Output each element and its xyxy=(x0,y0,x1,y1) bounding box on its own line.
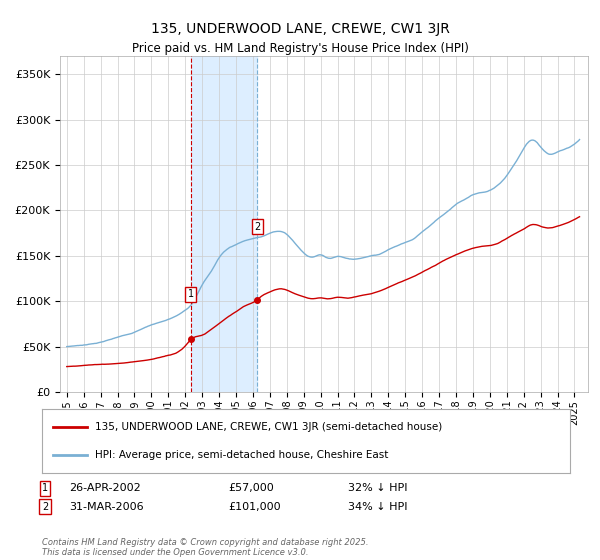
Text: Contains HM Land Registry data © Crown copyright and database right 2025.
This d: Contains HM Land Registry data © Crown c… xyxy=(42,538,368,557)
Text: 32% ↓ HPI: 32% ↓ HPI xyxy=(348,483,407,493)
Text: 135, UNDERWOOD LANE, CREWE, CW1 3JR: 135, UNDERWOOD LANE, CREWE, CW1 3JR xyxy=(151,22,449,36)
Text: £57,000: £57,000 xyxy=(228,483,274,493)
Text: 1: 1 xyxy=(188,290,194,300)
Text: 2: 2 xyxy=(254,222,260,232)
Text: 1: 1 xyxy=(42,483,48,493)
Text: 135, UNDERWOOD LANE, CREWE, CW1 3JR (semi-detached house): 135, UNDERWOOD LANE, CREWE, CW1 3JR (sem… xyxy=(95,422,442,432)
Text: 31-MAR-2006: 31-MAR-2006 xyxy=(69,502,143,512)
Text: £101,000: £101,000 xyxy=(228,502,281,512)
Text: Price paid vs. HM Land Registry's House Price Index (HPI): Price paid vs. HM Land Registry's House … xyxy=(131,42,469,55)
Text: HPI: Average price, semi-detached house, Cheshire East: HPI: Average price, semi-detached house,… xyxy=(95,450,388,460)
Text: 2: 2 xyxy=(42,502,48,512)
Bar xyxy=(191,56,257,392)
Text: 34% ↓ HPI: 34% ↓ HPI xyxy=(348,502,407,512)
Text: 26-APR-2002: 26-APR-2002 xyxy=(69,483,141,493)
